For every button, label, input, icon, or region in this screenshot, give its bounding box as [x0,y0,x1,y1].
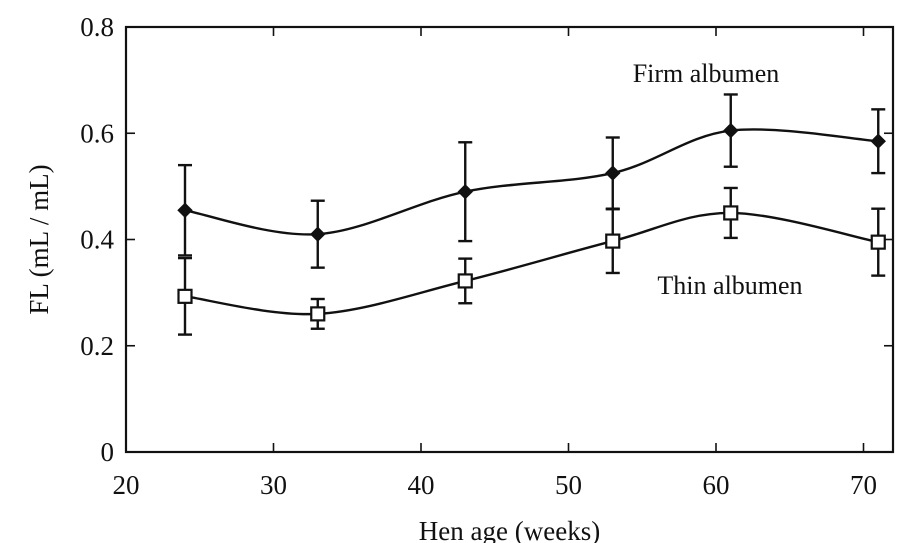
data-point [723,122,739,139]
series-label-firm-albumen: Firm albumen [633,59,780,88]
data-point [310,306,326,322]
data-point [723,205,739,221]
y-axis: 0 0.2 0.4 0.6 0.8 [80,12,893,467]
series-line-thin-albumen [184,211,879,316]
series-line-firm-albumen [184,128,879,236]
plot-border [124,25,895,454]
x-tick-label: 30 [260,470,287,500]
series-firm-albumen [177,93,886,269]
x-tick-label: 50 [555,470,582,500]
series-label-thin-albumen: Thin albumen [657,271,802,300]
y-tick-label: 0.2 [80,331,114,361]
data-point [177,288,193,304]
x-tick-label: 60 [703,470,730,500]
x-tick-label: 70 [850,470,877,500]
data-point [177,202,193,218]
data-point [457,183,473,200]
x-tick-label: 40 [408,470,435,500]
y-tick-label: 0.6 [80,118,114,148]
data-point [605,165,621,181]
y-tick-label: 0.8 [80,12,114,42]
data-point [310,226,326,242]
data-point [870,133,886,149]
series-thin-albumen [177,186,886,336]
plot-frame [124,25,895,454]
data-point [457,273,473,289]
data-point [870,234,886,250]
x-axis: 20 30 40 50 60 70 [113,27,877,500]
data-point [605,233,621,249]
y-tick-label: 0 [101,437,115,467]
x-axis-title: Hen age (weeks) [419,516,600,543]
y-tick-label: 0.4 [80,225,114,255]
y-axis-title: FL (mL / mL) [24,164,54,314]
series-layer [177,93,886,336]
x-tick-label: 20 [113,470,140,500]
